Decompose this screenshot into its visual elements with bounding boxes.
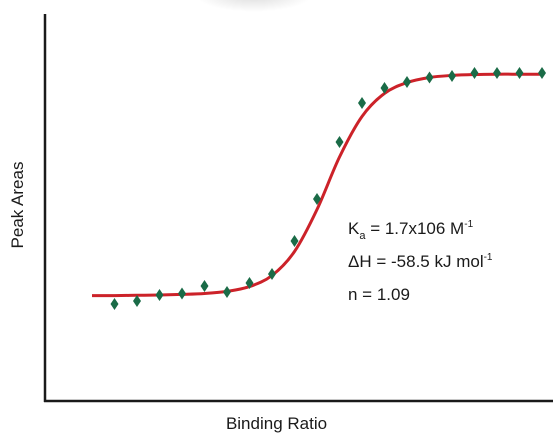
data-point bbox=[155, 289, 164, 301]
top-decorative-shadow bbox=[195, 0, 313, 12]
data-point bbox=[110, 298, 119, 310]
data-point bbox=[448, 70, 456, 82]
x-axis-title: Binding Ratio bbox=[225, 414, 328, 433]
data-point bbox=[538, 67, 546, 79]
data-point bbox=[313, 193, 321, 205]
dh-value: ΔH = -58.5 kJ mol bbox=[348, 252, 484, 271]
data-point bbox=[223, 286, 231, 298]
data-point bbox=[493, 67, 501, 79]
dh-annotation: ΔH = -58.5 kJ mol-1 bbox=[348, 252, 493, 271]
data-point bbox=[268, 268, 276, 280]
data-point bbox=[335, 136, 344, 148]
data-point bbox=[358, 97, 366, 109]
data-point bbox=[403, 76, 411, 88]
n-value: n = 1.09 bbox=[348, 285, 410, 304]
ka-annotation: Ka = 1.7x106 M-1 bbox=[348, 220, 473, 242]
data-point bbox=[200, 280, 209, 292]
ka-value: = 1.7x106 M bbox=[365, 219, 465, 238]
fit-curve bbox=[91, 72, 542, 298]
ka-exponent: -1 bbox=[464, 219, 474, 230]
data-point bbox=[133, 295, 141, 307]
data-point bbox=[178, 287, 186, 300]
data-point bbox=[380, 82, 389, 94]
dh-exponent: -1 bbox=[483, 252, 493, 263]
ka-symbol: K bbox=[348, 219, 360, 238]
data-point bbox=[425, 71, 434, 84]
n-annotation: n = 1.09 bbox=[348, 286, 410, 303]
data-point bbox=[515, 67, 524, 79]
data-points bbox=[110, 67, 546, 310]
y-axis-title: Peak Areas bbox=[8, 161, 27, 249]
y-axis-title-container: Peak Areas bbox=[8, 125, 28, 285]
ka-subscript: a bbox=[359, 230, 366, 242]
data-point bbox=[470, 67, 479, 79]
data-point bbox=[245, 277, 254, 289]
data-point bbox=[290, 235, 299, 247]
